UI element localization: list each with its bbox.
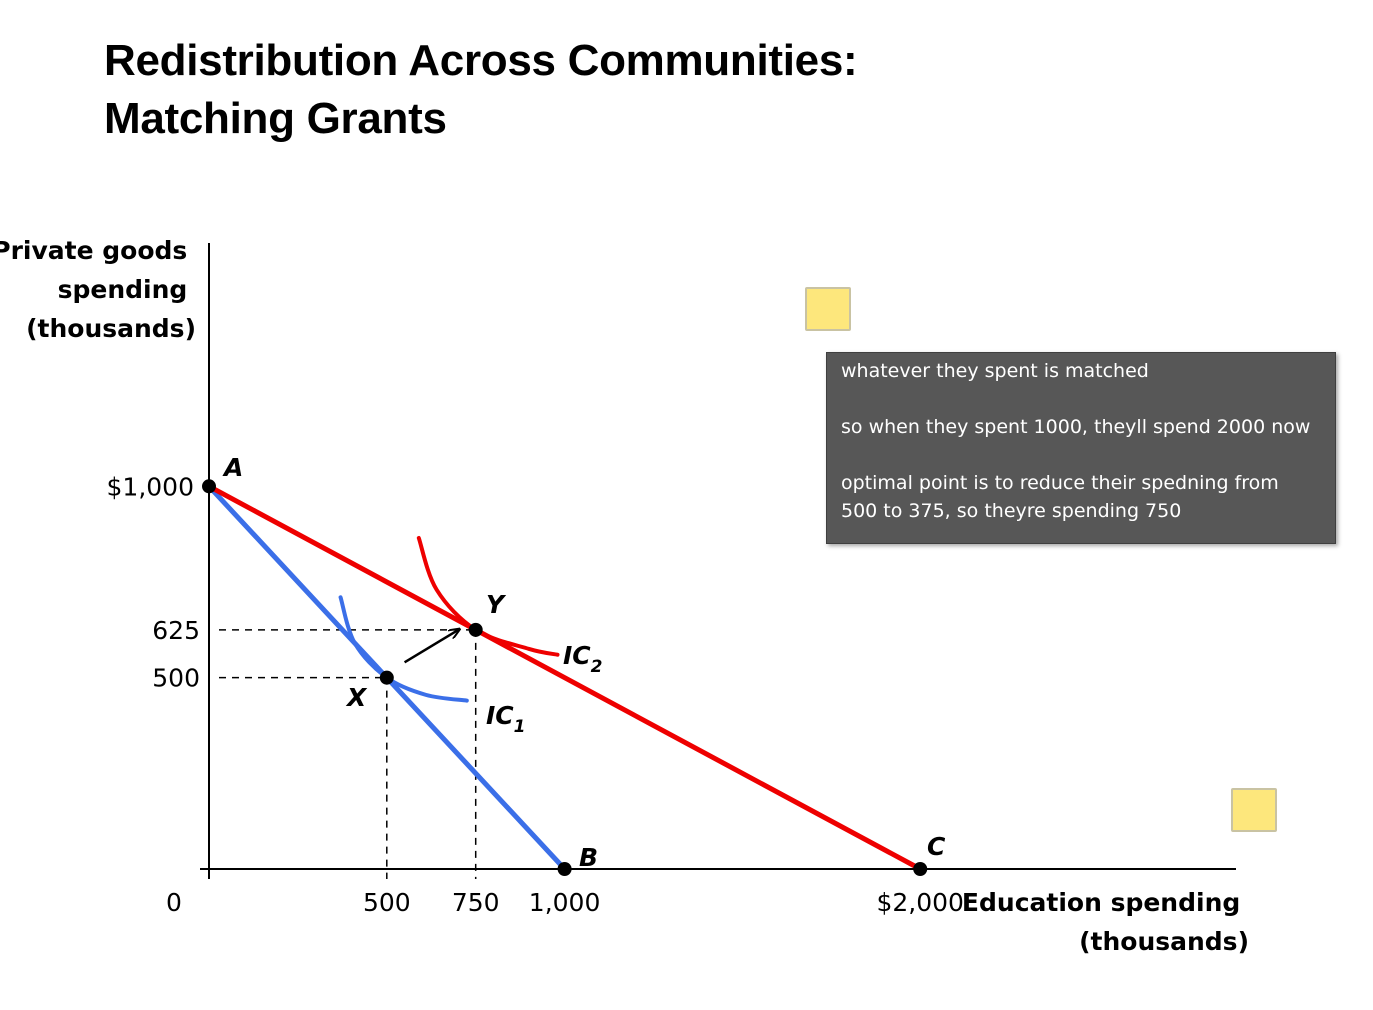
point-b-label: B — [579, 843, 598, 872]
y-tick-label: 625 — [152, 616, 200, 645]
point-x-label: X — [345, 683, 368, 712]
point-c — [913, 862, 928, 876]
point-a — [202, 479, 216, 494]
point-c-label: C — [927, 832, 946, 861]
x-tick-label: $2,000 — [876, 888, 963, 917]
annotation-comment[interactable]: whatever they spent is matched so when t… — [826, 352, 1336, 544]
point-b — [557, 862, 572, 876]
sticky-note-icon[interactable] — [805, 287, 851, 331]
x-tick-label: 500 — [363, 888, 411, 917]
shift-arrow — [403, 629, 460, 664]
point-x — [379, 670, 394, 685]
ic2-label-main: IC — [563, 641, 591, 670]
y-axis-title-line-1: Private goods — [0, 236, 187, 265]
y-axis-title-line-2: spending — [58, 275, 188, 304]
point-a-label: A — [222, 453, 243, 482]
annotation-paragraph: whatever they spent is matched — [841, 360, 1149, 382]
origin-label: 0 — [166, 888, 182, 917]
matching-grant-budget-line — [206, 483, 923, 872]
point-y — [468, 622, 483, 637]
annotation-paragraph: so when they spent 1000, theyll spend 20… — [841, 416, 1311, 438]
y-axis-title: Private goods spending (thousands) — [0, 236, 196, 343]
x-axis-title-line-1: Education spending — [962, 888, 1240, 917]
ic1-label: IC1 — [486, 701, 526, 737]
slide-title: Redistribution Across Communities: Match… — [104, 32, 858, 148]
ic2-label: IC2 — [563, 641, 603, 677]
slide-title-line-2: Matching Grants — [104, 94, 447, 143]
y-axis-title-line-3: (thousands) — [26, 314, 196, 343]
ic1-label-subscript: 1 — [514, 717, 526, 737]
annotation-paragraph: optimal point is to reduce their spednin… — [841, 472, 1279, 522]
x-axis-title: Education spending (thousands) — [962, 888, 1249, 956]
point-y-label: Y — [486, 590, 507, 619]
y-tick-label: $1,000 — [107, 472, 194, 501]
ic2-label-subscript: 2 — [591, 657, 603, 677]
ic1-label-main: IC — [486, 701, 514, 730]
slide-title-line-1: Redistribution Across Communities: — [104, 36, 858, 85]
y-tick-label: 500 — [152, 664, 200, 693]
x-tick-label: 750 — [452, 888, 500, 917]
x-axis-title-line-2: (thousands) — [1079, 927, 1249, 956]
x-tick-label: 1,000 — [529, 888, 601, 917]
sticky-note-icon[interactable] — [1231, 788, 1277, 832]
